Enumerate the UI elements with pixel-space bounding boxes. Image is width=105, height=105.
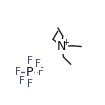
Text: +: + (62, 38, 69, 47)
Text: F: F (27, 56, 32, 66)
Text: F: F (35, 59, 41, 69)
Text: F: F (38, 67, 44, 77)
Text: F: F (27, 79, 32, 89)
Text: P: P (26, 66, 33, 79)
Text: N: N (57, 40, 67, 53)
Text: F: F (19, 75, 24, 85)
Text: F: F (15, 67, 21, 77)
